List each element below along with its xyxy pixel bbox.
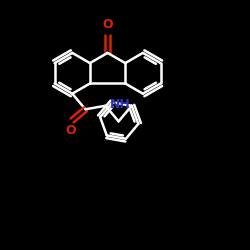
Text: O: O: [102, 18, 113, 31]
Text: NH: NH: [110, 98, 131, 111]
Text: O: O: [66, 124, 76, 138]
